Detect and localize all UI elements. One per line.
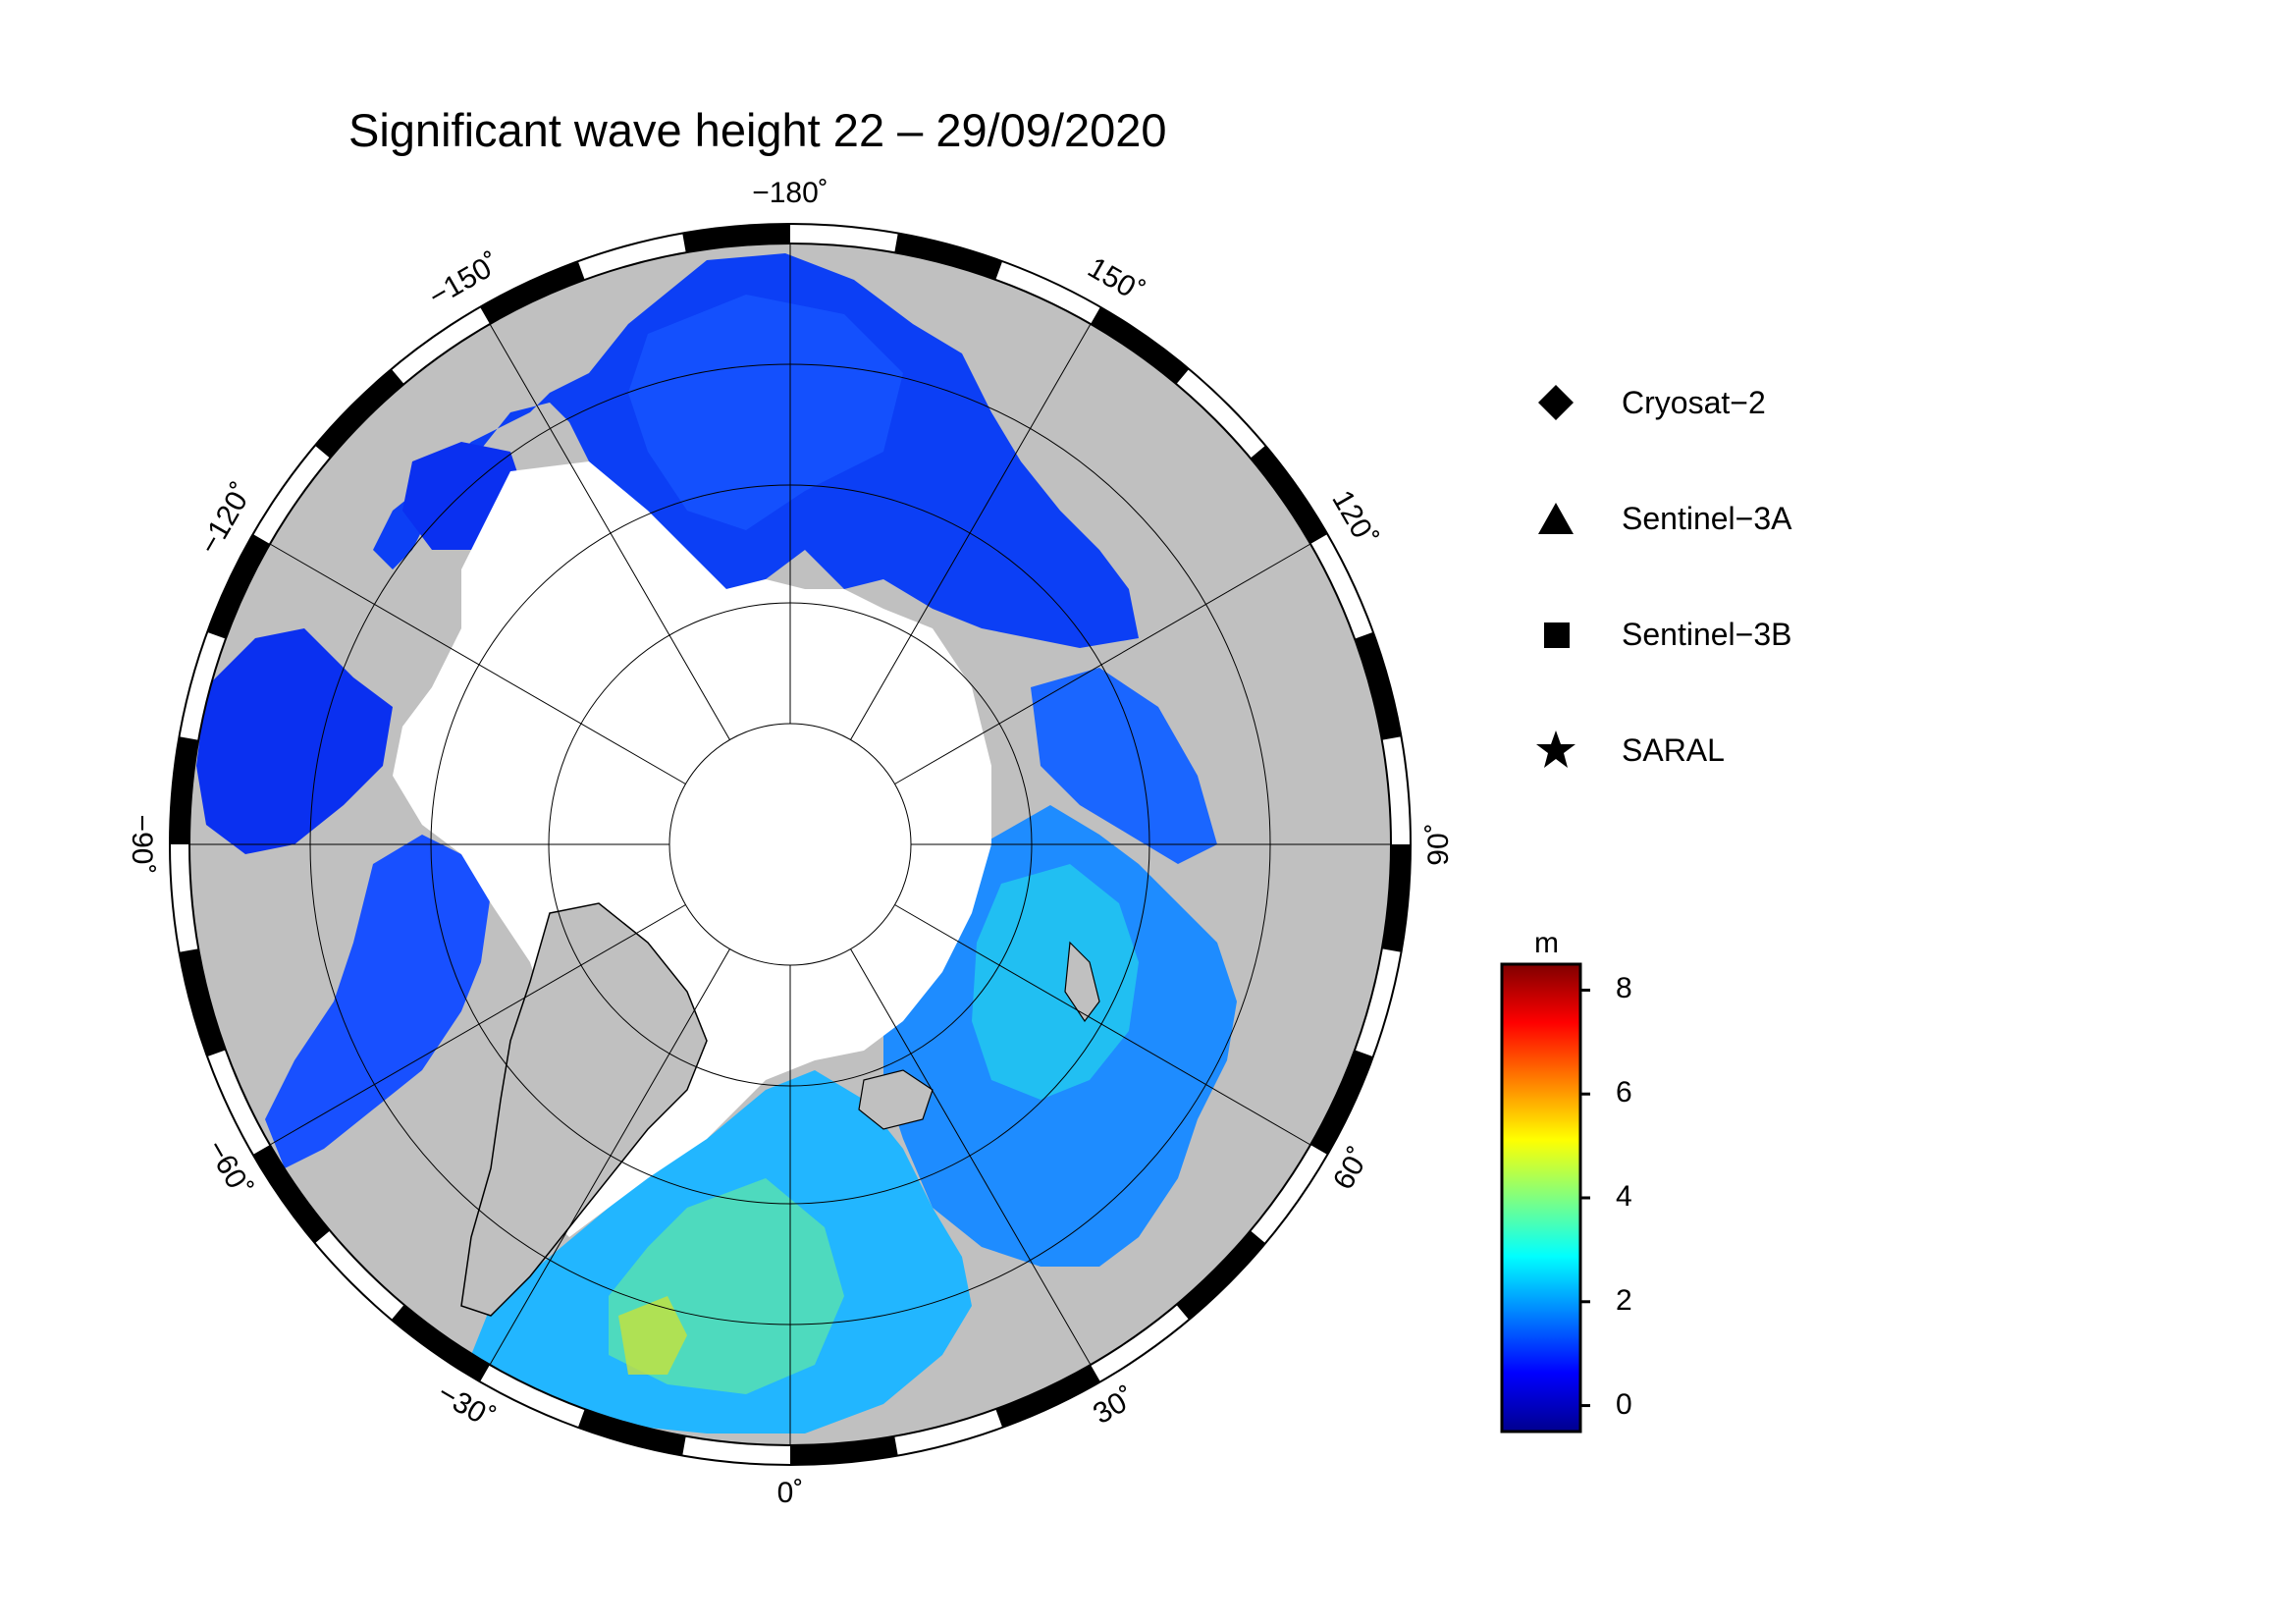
colorbar-tick-label: 4 (1616, 1180, 1632, 1213)
wave-region-pacific-shade (628, 295, 903, 530)
frame-segment (1381, 843, 1411, 952)
triangle-icon (1531, 494, 1580, 543)
wave-region-kara (1031, 668, 1217, 864)
frame-segment (252, 1144, 331, 1244)
colorbar-tick-label: 6 (1616, 1076, 1632, 1109)
meridian-line (850, 323, 1092, 740)
meridian-line (850, 948, 1092, 1366)
longitude-label: −90˚ (126, 815, 158, 875)
wave-region-baffin (265, 835, 491, 1168)
longitude-label: 30˚ (1088, 1381, 1141, 1431)
novaya-zemlya (1064, 941, 1100, 1023)
frame-segment (1090, 306, 1190, 385)
frame-segment (789, 1435, 898, 1465)
legend-item-saral: SARAL (1531, 721, 1725, 780)
longitude-label: −180˚ (752, 177, 828, 209)
star-icon (1531, 726, 1580, 775)
figure-title: Significant wave height 22 – 29/09/2020 (348, 104, 1167, 156)
longitude-label: 150˚ (1083, 251, 1150, 309)
frame-segment (995, 1364, 1100, 1428)
map-disc (189, 243, 1391, 1445)
longitude-label: 60˚ (1327, 1142, 1376, 1195)
frame-segment (894, 233, 1003, 280)
frame-segment (577, 1409, 686, 1456)
colorbar-unit: m (1534, 927, 1559, 959)
legend-label: Sentinel−3B (1622, 616, 1792, 652)
longitude-label: 120˚ (1325, 485, 1383, 553)
meridian-line (489, 323, 730, 740)
greenland (460, 902, 708, 1317)
longitude-label: 90˚ (1422, 823, 1455, 865)
frame-segment (207, 534, 271, 639)
meridian-line (894, 543, 1311, 784)
wave-region-barents-hi (972, 864, 1139, 1100)
frame-segment (314, 368, 404, 459)
meridian-line (269, 543, 686, 784)
legend-label: Cryosat−2 (1622, 384, 1766, 420)
colorbar-tick-label: 8 (1616, 972, 1632, 1005)
graticule (189, 243, 1391, 1445)
map-frame-ticks (170, 224, 1411, 1465)
frame-segment (1355, 631, 1402, 740)
wave-region-archipelago (196, 628, 393, 854)
wave-region-atlantic-peak (618, 1296, 687, 1375)
legend-label: Sentinel−3A (1622, 500, 1792, 536)
frame-segment (682, 224, 791, 253)
frame-segment (480, 261, 585, 325)
legend-label: SARAL (1622, 731, 1725, 768)
colorbar (1500, 962, 1590, 1434)
frame-segment (1250, 445, 1328, 545)
legend-item-cryosat: Cryosat−2 (1531, 373, 1766, 432)
frame-segment (391, 1304, 491, 1382)
frame-segment (179, 948, 226, 1057)
legend-item-sentinel-3b: Sentinel−3B (1531, 605, 1791, 664)
square-icon (1531, 610, 1580, 659)
frame-segment (1176, 1230, 1266, 1321)
frame-segment (170, 736, 199, 845)
frame-segment (1309, 1050, 1373, 1155)
meridian-line (269, 904, 686, 1146)
svalbard (858, 1069, 934, 1130)
colorbar-tick-label: 2 (1616, 1283, 1632, 1317)
legend-item-sentinel-3a: Sentinel−3A (1531, 489, 1791, 548)
diamond-icon (1531, 378, 1580, 427)
colorbar-tick-label: 0 (1616, 1387, 1632, 1421)
meridian-line (489, 948, 730, 1366)
longitude-label: −60˚ (200, 1135, 258, 1203)
longitude-label: −30˚ (432, 1377, 500, 1434)
longitude-labels: −180˚−150˚−120˚−90˚−60˚−30˚0˚30˚60˚90˚12… (126, 177, 1455, 1509)
longitude-label: 0˚ (777, 1477, 804, 1509)
meridian-line (894, 904, 1311, 1146)
